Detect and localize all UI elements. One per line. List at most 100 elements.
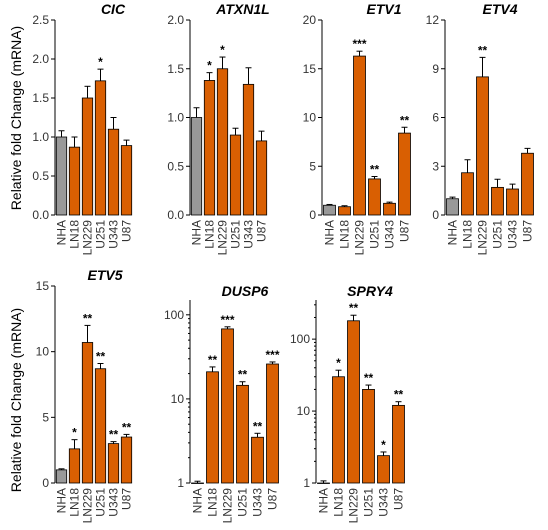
bar-nha <box>323 204 336 216</box>
x-tick-label: LN18 <box>68 220 82 249</box>
x-tick-label: U251 <box>362 488 376 517</box>
y-tick-label: 10 <box>303 111 317 125</box>
bar-u343 <box>107 443 120 484</box>
x-tick-label: U87 <box>392 488 406 510</box>
y-tick-label: 15 <box>303 62 317 76</box>
significance-label: ** <box>253 419 263 433</box>
bar-ln229 <box>476 76 489 216</box>
bar-u251 <box>362 389 375 484</box>
x-tick-label: U343 <box>506 220 520 249</box>
bar-nha <box>191 482 204 484</box>
x-tick-label: U343 <box>242 220 256 249</box>
x-tick-label: NHA <box>55 488 69 513</box>
bar-u251 <box>491 186 504 216</box>
x-tick-label: U251 <box>94 488 108 517</box>
x-tick-label: NHA <box>191 488 205 513</box>
chart-title: ATXN1L <box>215 1 269 17</box>
significance-label: * <box>336 356 341 370</box>
y-tick-label: 15 <box>36 279 50 293</box>
significance-label: *** <box>220 313 234 327</box>
y-tick-label: 5 <box>309 159 316 173</box>
x-tick-label: U343 <box>107 488 121 517</box>
bar-ln18 <box>203 80 216 216</box>
x-tick-label: U87 <box>120 220 134 242</box>
y-tick-label: 10 <box>36 345 50 359</box>
y-tick-label: 2.5 <box>32 13 49 27</box>
x-tick-label: NHA <box>323 220 337 245</box>
bar-nha <box>317 482 330 484</box>
y-tick-label: 0 <box>432 208 439 222</box>
bar-u87 <box>521 152 534 216</box>
x-tick-label: LN229 <box>216 220 230 256</box>
x-tick-label: U251 <box>229 220 243 249</box>
panel-dusp6: DUSP6 1 10 100 NHA ** LN18 *** LN229 ** U251 ** U343… <box>164 283 280 523</box>
x-tick-label: U251 <box>491 220 505 249</box>
bar-u87 <box>398 132 411 216</box>
y-tick-label: 10 <box>171 392 185 406</box>
x-tick-label: U251 <box>368 220 382 249</box>
significance-label: ** <box>370 162 380 176</box>
y-tick-label: 0 <box>309 208 316 222</box>
significance-label: ** <box>109 428 119 442</box>
bar-ln18 <box>68 146 81 216</box>
x-tick-label: U87 <box>266 488 280 510</box>
y-tick-label: 100 <box>290 332 310 346</box>
x-tick-label: NHA <box>317 488 331 513</box>
x-tick-label: NHA <box>446 220 460 245</box>
x-tick-label: LN229 <box>221 488 235 524</box>
y-tick-label: 1.5 <box>32 91 49 105</box>
bar-u251 <box>94 80 107 216</box>
x-tick-label: LN18 <box>68 488 82 517</box>
significance-label: * <box>381 438 386 452</box>
bar-nha <box>190 117 203 216</box>
significance-label: ** <box>400 113 410 127</box>
x-tick-label: U87 <box>120 488 134 510</box>
bar-nha <box>55 469 68 484</box>
y-tick-label: 1.5 <box>167 62 184 76</box>
significance-label: ** <box>349 301 359 315</box>
x-tick-label: LN18 <box>332 488 346 517</box>
y-tick-label: 0 <box>42 476 49 490</box>
y-tick-label: 20 <box>303 13 317 27</box>
bar-ln229 <box>221 328 234 484</box>
x-tick-label: LN18 <box>461 220 475 249</box>
y-axis-label-top: Relative fold Change (mRNA) <box>8 26 24 210</box>
y-tick-label: 9 <box>432 62 439 76</box>
bar-u343 <box>242 83 255 216</box>
bar-ln18 <box>338 206 351 216</box>
x-tick-label: LN229 <box>476 220 490 256</box>
y-tick-label: 0.0 <box>32 208 49 222</box>
bar-u87 <box>120 145 133 216</box>
panel-etv1: ETV1 0 5 10 15 20 NHA LN18 *** LN229 ** U251 U343 ** U… <box>303 1 412 255</box>
bar-ln229 <box>81 97 94 216</box>
bar-ln229 <box>347 320 360 484</box>
bar-nha <box>446 198 459 216</box>
bar-u343 <box>383 202 396 216</box>
y-tick-label: 0.5 <box>32 169 49 183</box>
significance-label: ** <box>478 43 488 57</box>
bar-u87 <box>392 404 405 484</box>
y-axis-label-bottom: Relative fold Change (mRNA) <box>8 308 24 492</box>
x-tick-label: U343 <box>377 488 391 517</box>
bar-u343 <box>377 455 390 484</box>
bar-u343 <box>506 188 519 216</box>
panel-spry4: SPRY4 1 10 100 NHA * LN18 ** LN229 ** U251 * U343 ** U… <box>290 283 406 523</box>
bar-nha <box>55 136 68 216</box>
significance-label: ** <box>122 420 132 434</box>
x-tick-label: LN18 <box>338 220 352 249</box>
x-tick-label: U343 <box>383 220 397 249</box>
x-tick-label: U343 <box>251 488 265 517</box>
x-tick-label: LN18 <box>203 220 217 249</box>
bar-u87 <box>266 363 279 484</box>
bar-ln18 <box>206 371 219 484</box>
x-tick-label: NHA <box>55 220 69 245</box>
significance-label: ** <box>238 368 248 382</box>
x-tick-label: U87 <box>521 220 535 242</box>
x-tick-label: LN229 <box>81 488 95 524</box>
x-tick-label: U251 <box>236 488 250 517</box>
bar-ln18 <box>332 376 345 484</box>
significance-label: ** <box>208 353 218 367</box>
bar-u251 <box>94 368 107 484</box>
y-tick-label: 1.0 <box>32 130 49 144</box>
